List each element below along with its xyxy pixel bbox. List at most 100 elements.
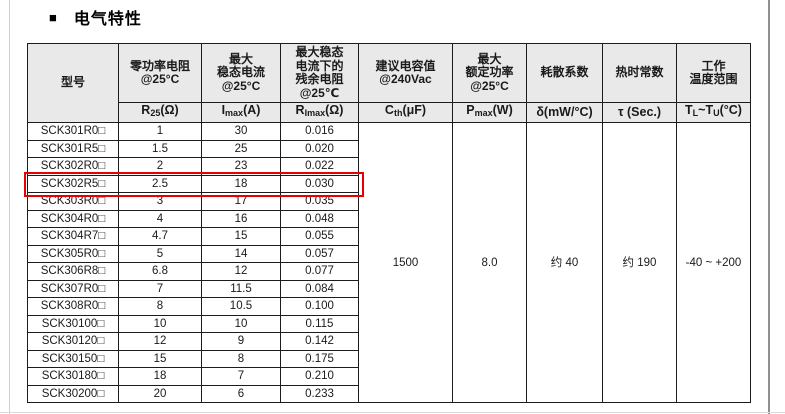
imax-cell: 10 [201,314,281,333]
dissipation-merged-cell: 约 40 [526,122,603,403]
subscript: th [393,108,403,119]
header-col-8: 工作 温度范围 [676,43,751,103]
model-cell: SCK302R5□ [27,174,119,193]
unit-col-8: TL~TU(°C) [676,102,751,123]
square-bullet-icon: ■ [49,9,57,25]
imax-cell: 12 [201,262,281,281]
header-model: 型号 [27,43,119,123]
r25-cell: 18 [118,367,202,386]
imax-cell: 7 [201,367,281,386]
r25-cell: 6.8 [118,262,202,281]
electrical-characteristics-table: 型号 零功率电阻 @25°C 最大 稳态电流 @25°C 最大稳态 电流下的 残余电阻… [27,43,751,403]
model-cell: SCK301R0□ [27,122,119,141]
page-left-border [9,0,10,414]
table-row: SCK301R0□ 1 30 0.016 1500 8.0 约 40 约 190 -40 ~ +… [27,122,751,403]
pmax-merged-cell: 8.0 [452,122,527,403]
model-cell: SCK302R0□ [27,157,119,176]
table-row: SCK302R5□ 2.5 18 0.030 [27,174,751,193]
header-col-7: 热时常数 [602,43,677,103]
header-col-6: 耗散系数 [526,43,603,103]
r25-cell: 1.5 [118,139,202,158]
rimax-cell: 0.020 [280,139,359,158]
unit-col-2: Imax(A) [201,102,281,123]
table-row: SCK302R0□ 2 23 0.022 [27,157,751,176]
section-title: 电气特性 [73,11,142,28]
imax-cell: 11.5 [201,279,281,298]
subscript: Imax [304,108,326,119]
imax-cell: 18 [201,174,281,193]
header-col-3: 最大稳态 电流下的 残余电阻 @25℃ [280,43,359,103]
temp-range-merged-cell: -40 ~ +200 [676,122,751,403]
r25-cell: 3 [118,192,202,211]
imax-cell: 16 [201,209,281,228]
rimax-cell: 0.057 [280,244,359,263]
r25-cell: 2 [118,157,202,176]
subscript: U [713,108,720,119]
rimax-cell: 0.084 [280,279,359,298]
rimax-cell: 0.022 [280,157,359,176]
imax-cell: 8 [201,349,281,368]
header-col-1: 零功率电阻 @25°C [118,43,202,103]
rimax-cell: 0.175 [280,349,359,368]
table-row: SCK30100□ 10 10 0.115 [27,314,751,333]
r25-cell: 8 [118,297,202,316]
rimax-cell: 0.142 [280,332,359,351]
model-cell: SCK30120□ [27,332,119,351]
table-row: SCK30200□ 20 6 0.233 [27,384,751,403]
header-col-4: 建议电容值 @240Vac [358,43,453,103]
imax-cell: 17 [201,192,281,211]
rimax-cell: 0.100 [280,297,359,316]
imax-cell: 6 [201,384,281,403]
r25-cell: 20 [118,384,202,403]
table-row: SCK30150□ 15 8 0.175 [27,349,751,368]
model-cell: SCK308R0□ [27,297,119,316]
unit-col-6: δ(mW/°C) [526,102,603,123]
rimax-cell: 0.016 [280,122,359,141]
imax-cell: 9 [201,332,281,351]
unit-col-3: RImax(Ω) [280,102,359,123]
rimax-cell: 0.115 [280,314,359,333]
imax-cell: 23 [201,157,281,176]
r25-cell: 1 [118,122,202,141]
imax-cell: 15 [201,227,281,246]
rimax-cell: 0.077 [280,262,359,281]
r25-cell: 4.7 [118,227,202,246]
subscript: 25 [150,108,161,119]
subscript: L [692,108,699,119]
model-cell: SCK30150□ [27,349,119,368]
section-heading: ■ 电气特性 [49,6,142,29]
rimax-cell: 0.030 [280,174,359,193]
model-cell: SCK305R0□ [27,244,119,263]
rimax-cell: 0.048 [280,209,359,228]
imax-cell: 30 [201,122,281,141]
model-cell: SCK307R0□ [27,279,119,298]
unit-col-7: τ (Sec.) [602,102,677,123]
rimax-cell: 0.035 [280,192,359,211]
r25-cell: 15 [118,349,202,368]
rimax-cell: 0.233 [280,384,359,403]
cth-merged-cell: 1500 [358,122,453,403]
model-cell: SCK301R5□ [27,139,119,158]
unit-col-4: Cth(μF) [358,102,453,123]
imax-cell: 10.5 [201,297,281,316]
model-cell: SCK30200□ [27,384,119,403]
model-cell: SCK304R7□ [27,227,119,246]
model-cell: SCK306R8□ [27,262,119,281]
unit-col-5: Pmax(W) [452,102,527,123]
model-cell: SCK304R0□ [27,209,119,228]
imax-cell: 14 [201,244,281,263]
rimax-cell: 0.210 [280,367,359,386]
r25-cell: 5 [118,244,202,263]
table-row: SCK306R8□ 6.8 12 0.077 [27,262,751,281]
page-right-border [768,0,770,414]
r25-cell: 4 [118,209,202,228]
r25-cell: 12 [118,332,202,351]
page-bottom-border [0,412,785,413]
r25-cell: 7 [118,279,202,298]
model-cell: SCK30100□ [27,314,119,333]
imax-cell: 25 [201,139,281,158]
subscript: max [225,108,244,119]
header-col-2: 最大 稳态电流 @25°C [201,43,281,103]
subscript: max [474,108,493,119]
